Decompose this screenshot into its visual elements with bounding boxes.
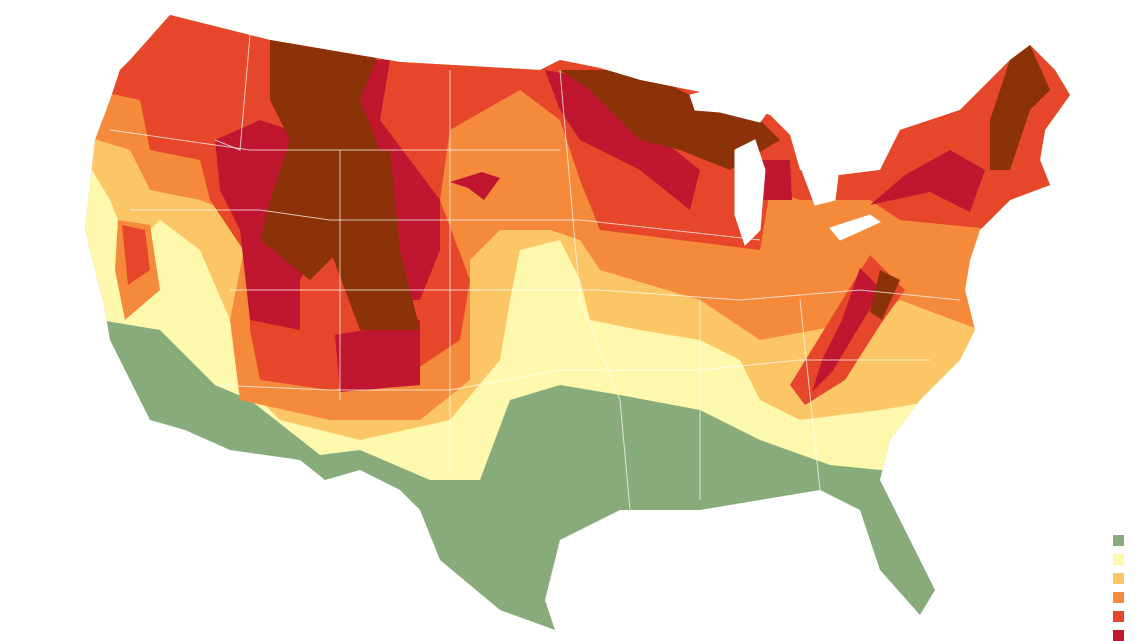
state-border <box>799 299 821 491</box>
region <box>330 150 420 330</box>
legend-swatch <box>1113 630 1124 641</box>
legend-swatch <box>1113 554 1124 565</box>
region <box>760 160 792 200</box>
legend-swatch <box>1113 592 1124 603</box>
legend-swatch <box>1113 573 1124 584</box>
region <box>990 45 1050 170</box>
state-border <box>214 34 251 151</box>
region <box>560 70 780 170</box>
legend-swatch <box>1113 611 1124 622</box>
region <box>545 70 700 210</box>
state-border <box>559 69 631 511</box>
legend <box>1113 535 1124 641</box>
region <box>122 225 150 285</box>
lake <box>829 214 882 241</box>
state-border <box>130 209 761 241</box>
region <box>450 172 500 200</box>
region <box>870 150 985 212</box>
state-border <box>214 359 930 391</box>
region <box>335 320 420 392</box>
legend-swatch <box>1113 535 1124 546</box>
region <box>870 270 900 320</box>
lake <box>799 159 841 206</box>
lake <box>734 139 766 246</box>
lake <box>689 87 771 123</box>
region <box>812 268 882 392</box>
